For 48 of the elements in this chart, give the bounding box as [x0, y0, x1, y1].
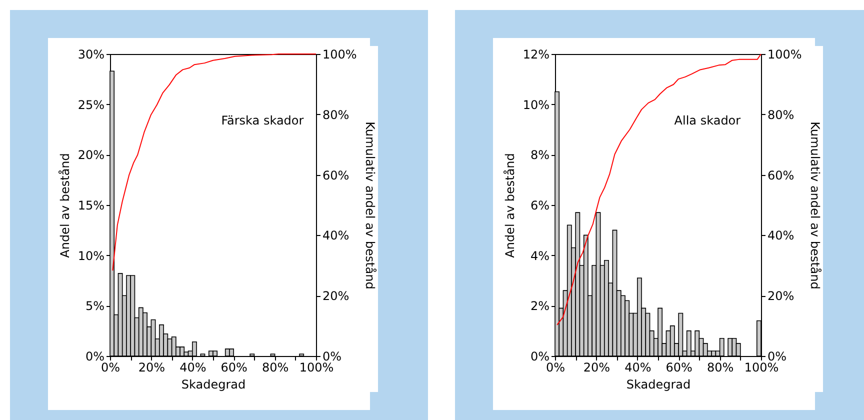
x-tick-label: 20%: [138, 360, 166, 374]
y2-tick-label: 20%: [322, 289, 350, 304]
x-tick-label: 40%: [180, 360, 206, 374]
y-tick-label: 10%: [78, 248, 104, 263]
line-series: [556, 54, 762, 326]
y2-axis-title: Kumulativ andel av bestånd: [808, 122, 822, 290]
y2-tick-label: 40%: [768, 228, 794, 243]
y2-tick-label: 100%: [768, 48, 802, 62]
y2-tick-label: 0%: [322, 350, 342, 364]
x-tick-label: 100%: [744, 360, 779, 374]
y-tick-label: 8%: [530, 148, 550, 162]
y-tick-label: 25%: [78, 98, 104, 112]
y-tick-label: 2%: [530, 299, 550, 314]
x-tick-label: 40%: [624, 360, 652, 374]
y-tick-label: 5%: [85, 299, 104, 314]
annotation: Färska skador: [221, 113, 304, 128]
y-tick-label: 6%: [530, 198, 550, 212]
y-axis-title: Andel av bestånd: [58, 153, 72, 258]
x-tick-label: 80%: [706, 360, 734, 374]
y-tick-label: 30%: [78, 48, 104, 62]
x-axis-title: Skadegrad: [181, 378, 246, 392]
y-tick-label: 0%: [85, 350, 104, 364]
x-tick-label: 0%: [100, 360, 120, 374]
x-tick-label: 20%: [583, 360, 610, 374]
x-axis-title: Skadegrad: [626, 378, 691, 392]
x-tick-label: 80%: [262, 360, 289, 374]
y-tick-label: 12%: [522, 48, 550, 62]
y-tick-label: 10%: [522, 98, 550, 112]
x-tick-label: 60%: [220, 360, 248, 374]
x-tick-label: 100%: [299, 360, 334, 374]
y2-tick-label: 40%: [322, 228, 350, 243]
y2-axis-title: Kumulativ andel av bestånd: [362, 122, 377, 290]
annotation: Alla skador: [674, 113, 741, 128]
y-tick-label: 0%: [530, 350, 550, 364]
y-axis-title: Andel av bestånd: [502, 153, 517, 258]
y-tick-label: 20%: [78, 148, 104, 162]
y-tick-label: 4%: [530, 248, 550, 263]
y2-tick-label: 80%: [322, 108, 350, 122]
y2-tick-label: 20%: [768, 289, 794, 304]
y2-tick-label: 0%: [768, 350, 787, 364]
y2-tick-label: 80%: [768, 108, 794, 122]
line-series: [112, 54, 316, 272]
y2-tick-label: 60%: [768, 168, 794, 182]
y2-tick-label: 100%: [322, 48, 357, 62]
x-tick-label: 0%: [546, 360, 566, 374]
y-tick-label: 15%: [78, 198, 104, 212]
x-tick-label: 60%: [666, 360, 692, 374]
y2-tick-label: 60%: [322, 168, 350, 182]
